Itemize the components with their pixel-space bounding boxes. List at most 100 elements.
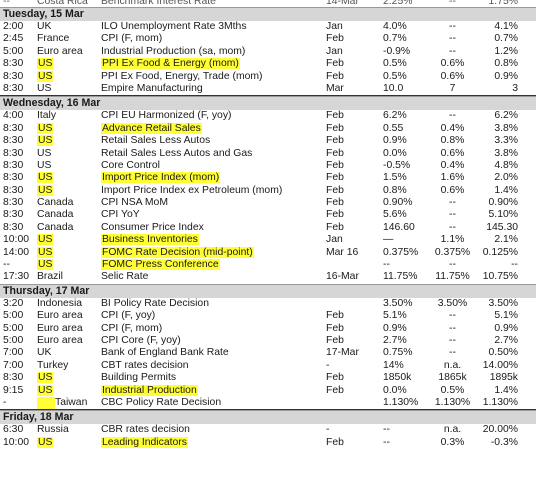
row-country-text: US [37,122,54,134]
row-time: 3:20 [3,297,24,309]
row-forecast: 0.4% [440,159,465,171]
row-event-text: ILO Unemployment Rate 3Mths [101,21,247,32]
row-actual: -- [383,424,390,436]
row-event: BI Policy Rate Decision [101,298,323,310]
row-event: CBR rates decision [101,424,323,436]
row-country-text: US [37,184,54,196]
row-country: US [37,148,101,160]
row-time: 7:00 [3,347,24,359]
row-country: US [37,234,101,246]
row-event-text: Empire Manufacturing [101,82,203,94]
row-event: CPI Core (F, yoy) [101,335,323,347]
row-prior: 1.75% [488,0,518,7]
row-forecast: 0.6% [440,184,465,196]
day-header: Thursday, 17 Mar [0,283,536,298]
row-country-text: Euro area [37,45,83,57]
table-row: 3:20 Indonesia BI Policy Rate Decision 3.50… [0,298,536,310]
row-event-text: BI Policy Rate Decision [101,297,209,309]
row-forecast: -- [449,347,456,359]
row-prior: 3.8% [494,147,518,159]
row-event: PPI Ex Food & Energy (mom) [101,58,323,70]
table-row: 8:30 US Empire Manufacturing Mar 10.0 7 3 [0,82,536,97]
row-time: 10:00 [3,436,30,448]
row-period: Feb [326,209,344,221]
row-prior: -0.3% [490,436,518,448]
row-country: US [37,184,101,197]
highlight-mark [37,396,55,410]
row-event-text: Retail Sales Less Autos [101,135,211,147]
row-event: ILO Unemployment Rate 3Mths [101,21,323,33]
row-country: Indonesia [37,298,101,310]
row-time: 8:30 [3,82,24,94]
row-event: CPI (F, mom) [101,33,323,45]
row-period: 16-Mar [326,271,359,283]
row-country-text: US [37,384,54,396]
top-partial-row: -- Costa Rica Benchmark Interest Rate 14… [0,0,536,7]
row-event-text: PPI Ex Food & Energy (mom) [101,58,240,70]
row-country-text: Russia [37,424,69,436]
row-event-text: CBC Policy Rate Decision [101,396,222,408]
row-forecast: 0.5% [440,384,465,396]
row-period: Feb [326,197,344,209]
row-country: Russia [37,424,101,436]
row-period: Feb [326,184,344,196]
row-time: 8:30 [3,147,24,159]
row-country-text: US [37,436,54,448]
row-prior: 1.2% [494,45,518,57]
row-actual: 11.75% [383,271,418,283]
table-row: 5:00 Euro area CPI (F, yoy) Feb 5.1% -- 5.1% [0,310,536,322]
row-actual: -- [383,436,390,448]
row-period: - [326,424,330,436]
table-row: 8:30 Canada CPI NSA MoM Feb 0.90% -- 0.90% [0,197,536,209]
table-row: 14:00 US FOMC Rate Decision (mid-point) Mar… [0,246,536,259]
row-event: Benchmark Interest Rate [101,0,216,7]
row-country-text: US [37,159,52,171]
row-period: Feb [326,70,344,82]
row-event-text: Selic Rate [101,271,149,283]
row-time: 2:45 [3,33,24,45]
row-period: Feb [326,172,344,184]
row-forecast: 1.6% [440,172,465,184]
table-row: 8:30 US Building Permits Feb 1850k 1865k 1895k [0,372,536,384]
row-country-text: US [37,147,52,159]
table-row: - Taiwan CBC Policy Rate Decision 1.130% 1.… [0,396,536,411]
row-actual: 0.5% [383,58,407,70]
row-time: 10:00 [3,234,30,246]
row-event: PPI Ex Food, Energy, Trade (mom) [101,71,323,83]
row-period: Feb [326,110,344,122]
row-time: 8:30 [3,122,24,134]
row-period: - [326,359,330,371]
row-actual: 5.1% [383,310,407,322]
row-forecast: -- [449,0,456,7]
row-event-text: Building Permits [101,372,177,384]
row-country-text: US [37,234,54,246]
table-row: 5:00 Euro area CPI Core (F, yoy) Feb 2.7% -- 2… [0,335,536,347]
row-event: Bank of England Bank Rate [101,347,323,359]
row-time: 8:30 [3,58,24,70]
row-forecast: 0.8% [440,135,465,147]
table-row: 9:15 US Industrial Production Feb 0.0% 0.5% 1.… [0,384,536,397]
table-row: 5:00 Euro area CPI (F, mom) Feb 0.9% -- 0.9% [0,323,536,335]
row-country: US [37,384,101,397]
row-prior: 0.8% [494,58,518,70]
row-forecast: 1.1% [440,234,465,246]
row-event-text: Business Inventories [101,234,199,246]
table-row: 8:30 US PPI Ex Food & Energy (mom) Feb 0.5% 0… [0,58,536,70]
row-period: Feb [326,322,344,334]
row-time: 9:15 [3,384,24,396]
row-period: 17-Mar [326,347,359,359]
row-event: Selic Rate [101,271,323,283]
row-event: CPI EU Harmonized (F, yoy) [101,110,323,122]
row-country: Costa Rica [37,0,88,7]
row-country: US [37,58,101,70]
row-time: 8:30 [3,135,24,147]
row-country-text: France [37,33,70,45]
row-time: 8:30 [3,184,24,196]
row-actual: 0.5% [383,70,407,82]
economic-calendar: -- Costa Rica Benchmark Interest Rate 14… [0,0,536,448]
row-event-text: FOMC Press Conference [101,259,220,271]
row-actual: 0.0% [383,147,407,159]
row-actual: 1.130% [383,396,419,408]
row-prior: 14.00% [482,359,518,371]
row-country: Canada [37,209,101,221]
